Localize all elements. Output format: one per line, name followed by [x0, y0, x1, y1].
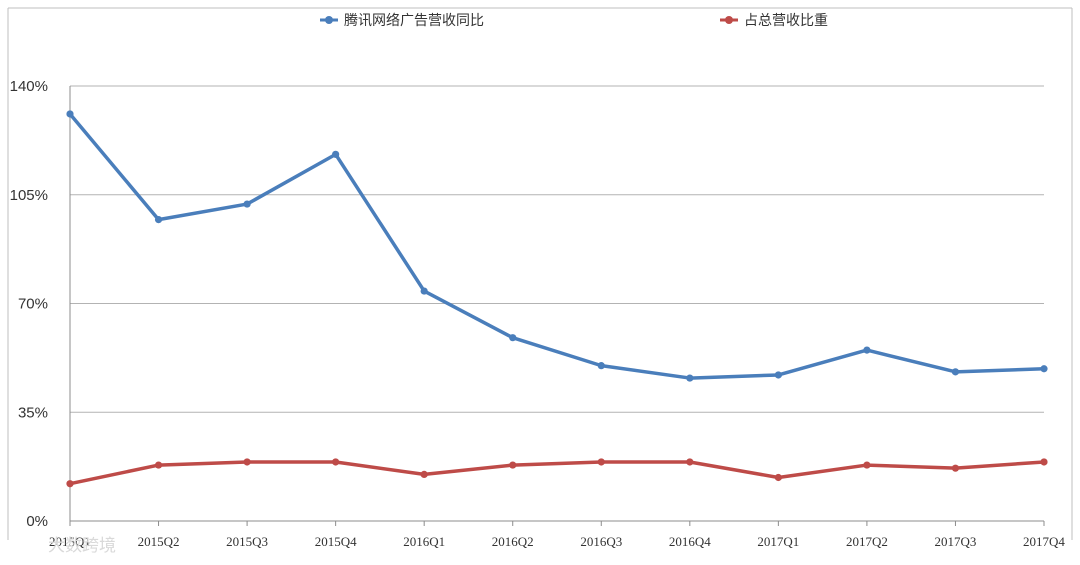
data-point-series-2 — [66, 480, 74, 488]
series-line-1 — [68, 112, 1046, 380]
data-point-series-1 — [420, 287, 428, 295]
series-line-2 — [68, 460, 1046, 486]
x-tick-label: 2015Q3 — [226, 534, 268, 549]
data-point-series-1 — [597, 362, 605, 370]
y-tick-label: 105% — [10, 187, 48, 204]
legend-item-series-2: 占总营收比重 — [720, 13, 828, 29]
legend-marker-series-1 — [325, 16, 333, 24]
data-point-series-2 — [597, 458, 605, 466]
data-point-series-1 — [509, 334, 517, 342]
data-point-series-1 — [66, 110, 74, 118]
legend-label-series-1: 腾讯网络广告营收同比 — [344, 12, 484, 29]
y-axis-ticks: 0% 35% 70% 105% 140% — [10, 78, 48, 530]
data-point-series-2 — [509, 461, 517, 469]
y-tick-label: 140% — [10, 78, 48, 95]
data-point-series-2 — [1040, 458, 1048, 466]
data-point-series-1 — [243, 200, 251, 208]
data-point-series-1 — [686, 374, 694, 382]
x-tick-label: 2015Q4 — [315, 534, 357, 549]
x-tick-label: 2016Q3 — [580, 534, 622, 549]
x-tick-label: 2017Q2 — [846, 534, 888, 549]
data-point-series-2 — [951, 464, 960, 472]
data-point-series-1 — [863, 346, 871, 354]
x-tick-label: 2015Q1 — [49, 534, 91, 549]
data-point-series-2 — [332, 458, 340, 466]
y-tick-label: 70% — [18, 296, 48, 313]
watermark: 大数跨境 — [48, 536, 116, 556]
data-point-series-2 — [686, 458, 694, 466]
x-tick-label: 2017Q4 — [1023, 534, 1065, 549]
data-point-series-1 — [774, 371, 782, 379]
x-axis-ticks: 2015Q1 2015Q2 2015Q3 2015Q4 2016Q1 2016Q2 2016… — [49, 534, 1065, 549]
legend-item-series-1: 腾讯网络广告营收同比 — [320, 12, 484, 29]
y-tick-label: 0% — [26, 513, 48, 530]
data-point-series-1 — [951, 368, 960, 376]
data-point-series-2 — [420, 470, 428, 478]
x-tick-label: 2017Q1 — [757, 534, 799, 549]
data-point-series-1 — [154, 216, 163, 224]
legend-marker-series-2 — [725, 16, 733, 24]
x-tick-label: 2017Q3 — [935, 534, 977, 549]
legend: 腾讯网络广告营收同比 占总营收比重 — [320, 12, 828, 29]
x-tick-label: 2016Q1 — [403, 534, 445, 549]
legend-label-series-2: 占总营收比重 — [744, 13, 828, 29]
data-point-series-2 — [774, 473, 782, 482]
data-point-series-2 — [243, 458, 251, 466]
series-layer — [66, 110, 1048, 488]
y-tick-label: 35% — [18, 404, 48, 421]
grid — [69, 85, 1045, 526]
x-tick-label: 2016Q4 — [669, 534, 711, 549]
data-point-series-1 — [332, 150, 340, 158]
data-point-series-1 — [1040, 365, 1048, 373]
x-tick-label: 2015Q2 — [138, 534, 180, 549]
x-tick-label: 2016Q2 — [492, 534, 534, 549]
data-point-series-2 — [863, 461, 871, 469]
data-point-series-2 — [154, 461, 163, 469]
